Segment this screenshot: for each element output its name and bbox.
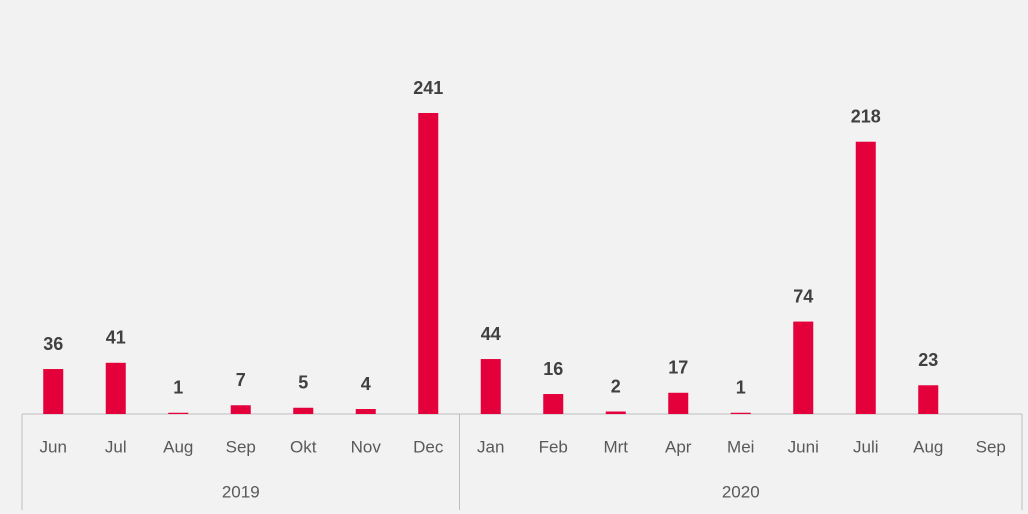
data-label: 241 [413,78,443,98]
data-label: 17 [668,358,688,378]
x-tick-label: Juli [853,437,879,456]
bar [230,405,251,414]
bar [543,394,564,414]
bar [43,369,64,414]
bar [293,407,314,414]
x-tick-label: Jul [105,437,127,456]
bar [355,409,376,414]
bar [480,359,501,414]
x-tick-label: Dec [413,437,444,456]
bar [855,141,876,414]
bar [730,412,751,414]
bar [605,411,626,414]
x-tick-label: Juni [788,437,819,456]
group-label: 2020 [722,482,760,501]
bar [918,385,939,414]
x-tick-label: Okt [290,437,317,456]
data-label: 7 [236,370,246,390]
x-tick-label: Sep [976,437,1006,456]
data-label: 74 [793,286,813,306]
data-label: 1 [173,378,183,398]
x-tick-label: Jun [40,437,67,456]
x-tick-label: Jan [477,437,504,456]
bar [105,362,126,414]
data-label: 23 [918,350,938,370]
x-tick-label: Nov [351,437,382,456]
bar [168,412,189,414]
data-label: 5 [298,373,308,393]
group-label: 2019 [222,482,260,501]
data-label: 218 [851,106,881,126]
data-label: 4 [361,374,371,394]
x-tick-label: Apr [665,437,692,456]
data-label: 44 [481,324,501,344]
bar [668,392,689,414]
x-tick-label: Aug [163,437,193,456]
data-label: 16 [543,359,563,379]
data-label: 36 [43,334,63,354]
x-tick-label: Feb [539,437,568,456]
data-label: 2 [611,376,621,396]
data-label: 1 [736,378,746,398]
bar [418,113,439,414]
x-tick-label: Sep [226,437,256,456]
x-tick-label: Mei [727,437,754,456]
bar [793,321,814,414]
x-tick-label: Mrt [603,437,628,456]
data-label: 41 [106,328,126,348]
x-tick-label: Aug [913,437,943,456]
